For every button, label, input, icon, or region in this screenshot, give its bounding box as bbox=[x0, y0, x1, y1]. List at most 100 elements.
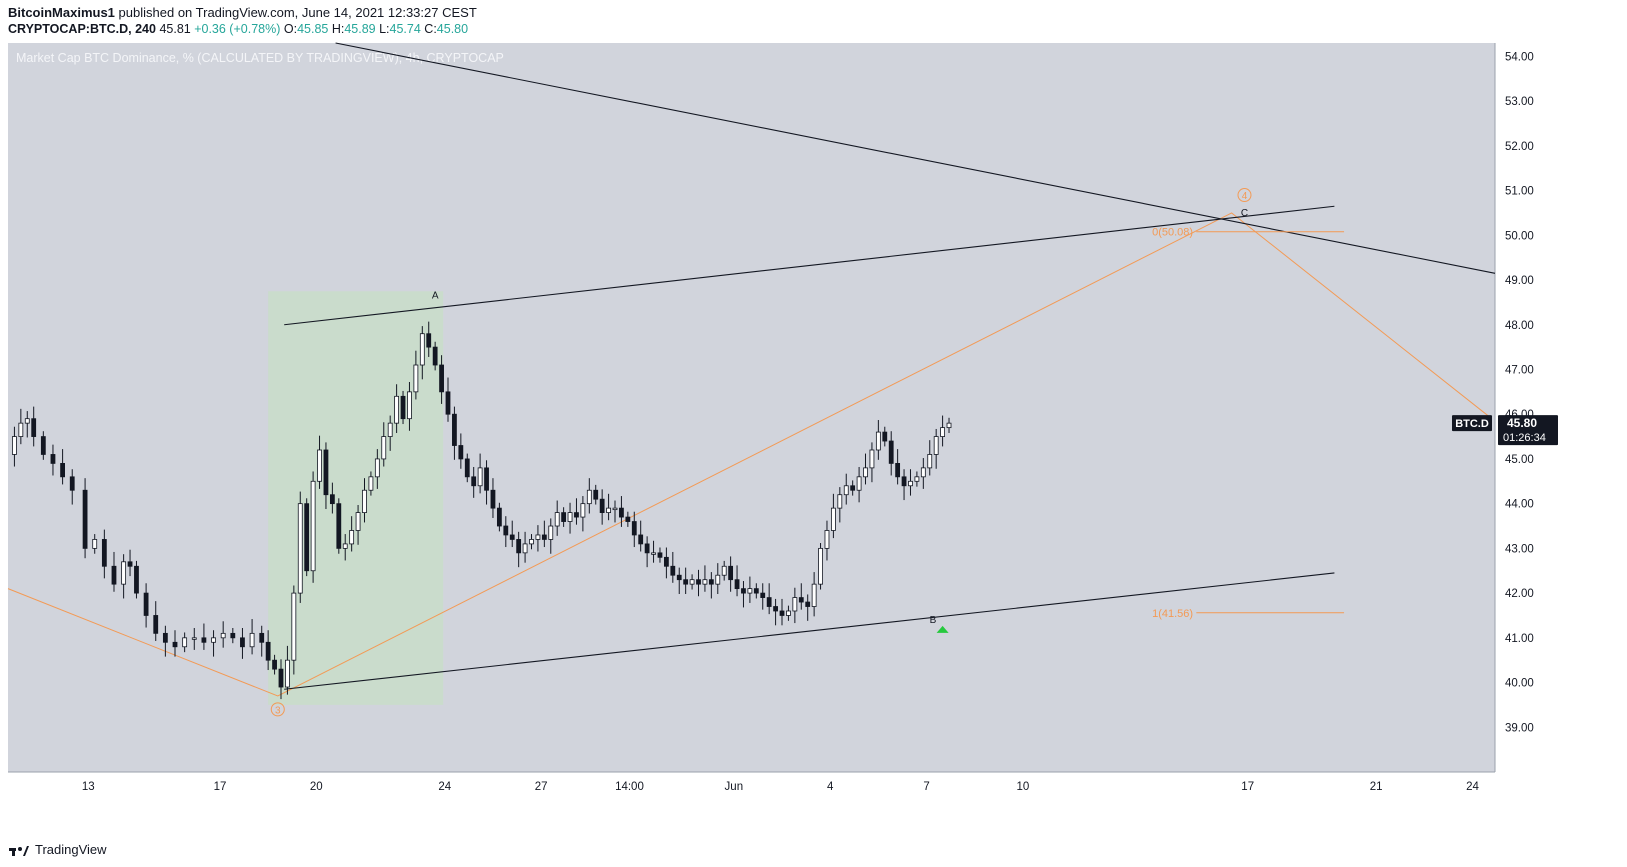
time-tick-label: 21 bbox=[1370, 781, 1383, 793]
candle-body bbox=[638, 534, 644, 545]
time-tick-label: 13 bbox=[82, 781, 95, 793]
candle-body bbox=[464, 458, 470, 478]
candle-body bbox=[419, 333, 425, 366]
candle-body bbox=[297, 503, 303, 594]
candle-body bbox=[342, 543, 348, 549]
candle-body bbox=[172, 641, 178, 648]
candle-body bbox=[914, 476, 920, 482]
candle-body bbox=[477, 467, 483, 487]
low-value: 45.74 bbox=[389, 22, 421, 36]
price-tick-label: 48.00 bbox=[1505, 320, 1534, 332]
candle-body bbox=[657, 552, 663, 558]
candle-body bbox=[381, 436, 387, 460]
time-tick-label: 4 bbox=[827, 781, 834, 793]
candle-body bbox=[728, 565, 734, 581]
symbol-tag-label: BTC.D bbox=[1455, 418, 1489, 430]
close-label: C: bbox=[424, 22, 437, 36]
chart-title: Market Cap BTC Dominance, % (CALCULATED … bbox=[16, 51, 504, 65]
candle-body bbox=[875, 431, 881, 451]
time-tick-label: 27 bbox=[535, 781, 548, 793]
candle-body bbox=[522, 543, 528, 554]
candle-body bbox=[574, 512, 579, 518]
candle-body bbox=[946, 422, 952, 429]
candle-body bbox=[580, 503, 586, 518]
candle-body bbox=[40, 436, 46, 455]
price-tick-label: 50.00 bbox=[1505, 230, 1534, 242]
candle-body bbox=[259, 632, 265, 643]
candle-body bbox=[895, 463, 901, 478]
candle-body bbox=[220, 632, 226, 639]
candle-body bbox=[31, 418, 37, 437]
candle-body bbox=[741, 588, 746, 594]
last-price-countdown: 01:26:34 bbox=[1503, 432, 1546, 444]
candle-body bbox=[586, 489, 592, 505]
candle-body bbox=[747, 588, 753, 594]
candle-body bbox=[240, 637, 245, 648]
candle-body bbox=[265, 641, 271, 661]
price-axis-area bbox=[1495, 43, 1560, 772]
candle-body bbox=[490, 489, 496, 509]
candle-body bbox=[355, 512, 361, 531]
candle-body bbox=[439, 364, 444, 393]
time-tick-label: 10 bbox=[1016, 781, 1029, 793]
candle-body bbox=[721, 565, 727, 576]
candle-body bbox=[612, 507, 618, 511]
candle-body bbox=[400, 395, 406, 420]
time-tick-label: 20 bbox=[310, 781, 323, 793]
tradingview-logo-icon bbox=[9, 845, 29, 856]
candle-body bbox=[651, 552, 656, 555]
candle-body bbox=[908, 480, 913, 487]
price-tick-label: 53.00 bbox=[1505, 96, 1534, 108]
time-tick-label: 7 bbox=[923, 781, 929, 793]
candle-body bbox=[127, 561, 133, 567]
last-price: 45.81 bbox=[159, 22, 191, 36]
candle-body bbox=[143, 592, 149, 616]
candle-body bbox=[18, 422, 24, 437]
lower-channel-line bbox=[284, 572, 1335, 690]
candle-body bbox=[50, 454, 56, 464]
candle-body bbox=[278, 668, 284, 688]
tradingview-footer: TradingView bbox=[8, 842, 107, 857]
candle-body bbox=[811, 583, 817, 607]
candle-body bbox=[901, 476, 907, 487]
high-label: H: bbox=[331, 22, 345, 36]
candle-body bbox=[689, 579, 695, 585]
candle-body bbox=[734, 579, 740, 590]
price-tick-label: 44.00 bbox=[1505, 499, 1534, 511]
descending-resistance-line bbox=[335, 42, 1496, 274]
candle-body bbox=[541, 534, 547, 540]
candle-body bbox=[317, 449, 322, 482]
candle-body bbox=[554, 512, 560, 527]
tradingview-brand[interactable]: TradingView bbox=[35, 842, 107, 857]
author-name[interactable]: BitcoinMaximus1 bbox=[8, 5, 115, 20]
price-tick-label: 54.00 bbox=[1505, 51, 1534, 63]
time-tick-label: 17 bbox=[214, 781, 227, 793]
candle-body bbox=[162, 632, 168, 643]
candle-body bbox=[625, 516, 631, 522]
candle-body bbox=[60, 463, 65, 478]
price-tick-label: 52.00 bbox=[1505, 141, 1534, 153]
price-change: +0.36 (+0.78%) bbox=[194, 22, 281, 36]
candle-body bbox=[516, 539, 522, 554]
candle-body bbox=[387, 422, 393, 437]
candle-body bbox=[644, 543, 650, 554]
candle-body bbox=[445, 391, 451, 415]
time-tick-label: 14:00 bbox=[615, 781, 644, 793]
price-tick-label: 42.00 bbox=[1505, 588, 1534, 600]
candle-body bbox=[818, 547, 823, 585]
candle-body bbox=[920, 467, 926, 478]
candle-body bbox=[182, 637, 188, 648]
wave-label-a: A bbox=[432, 291, 439, 302]
candle-body bbox=[153, 615, 159, 634]
candle-body bbox=[599, 498, 605, 514]
wave-path-line bbox=[7, 212, 1493, 697]
candle-body bbox=[471, 476, 477, 487]
candle-body bbox=[888, 440, 894, 464]
candle-body bbox=[92, 539, 98, 549]
candle-body bbox=[773, 606, 778, 612]
candle-body bbox=[509, 534, 515, 540]
candle-body bbox=[394, 395, 400, 424]
candle-body bbox=[843, 485, 849, 496]
candle-body bbox=[927, 454, 933, 469]
